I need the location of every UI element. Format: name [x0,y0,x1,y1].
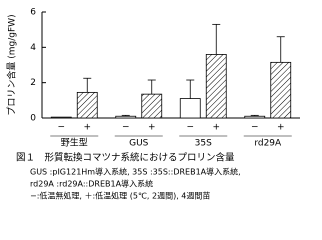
series-label: − [57,123,65,133]
caption-note: −:低温無処理, ＋:低温処理 (5℃, 2週間), 4週間苗 [30,191,210,201]
x-tick-label: GUS [129,139,149,149]
series-label: + [148,123,156,133]
series-label: + [212,123,220,133]
x-tick-label: 35S [195,139,212,149]
caption-note: rd29A :rd29A::DREB1A導入系統 [30,179,153,189]
series-label: − [122,123,130,133]
x-tick-label: 野生型 [61,137,88,149]
series-label: + [83,123,91,133]
y-tick-label: 2 [30,78,36,88]
bar [270,61,292,119]
x-tick-label: rd29A [254,139,282,149]
series-label: − [186,123,194,133]
bar [244,115,266,119]
y-tick-label: 0 [30,114,36,124]
series-label: − [251,123,259,133]
series-label: + [277,123,285,133]
caption-note: GUS :pIG121Hm導入系統, 35S :35S::DREB1A導入系統, [30,167,241,177]
caption-title: 図１ 形質転換コマツナ系統におけるプロリン含量 [16,152,235,164]
bar [50,116,72,119]
y-tick-label: 6 [30,8,36,18]
y-tick-label: 4 [30,43,36,53]
bar [115,115,137,119]
bar [76,91,98,119]
bar [179,98,201,119]
bar [205,54,227,119]
y-axis-label: プロリン含量 (mg/gFW) [6,14,18,115]
bar [141,93,163,119]
chart: プロリン含量 (mg/gFW) 図１ 形質転換コマツナ系統におけるプロリン含量 … [6,8,300,201]
